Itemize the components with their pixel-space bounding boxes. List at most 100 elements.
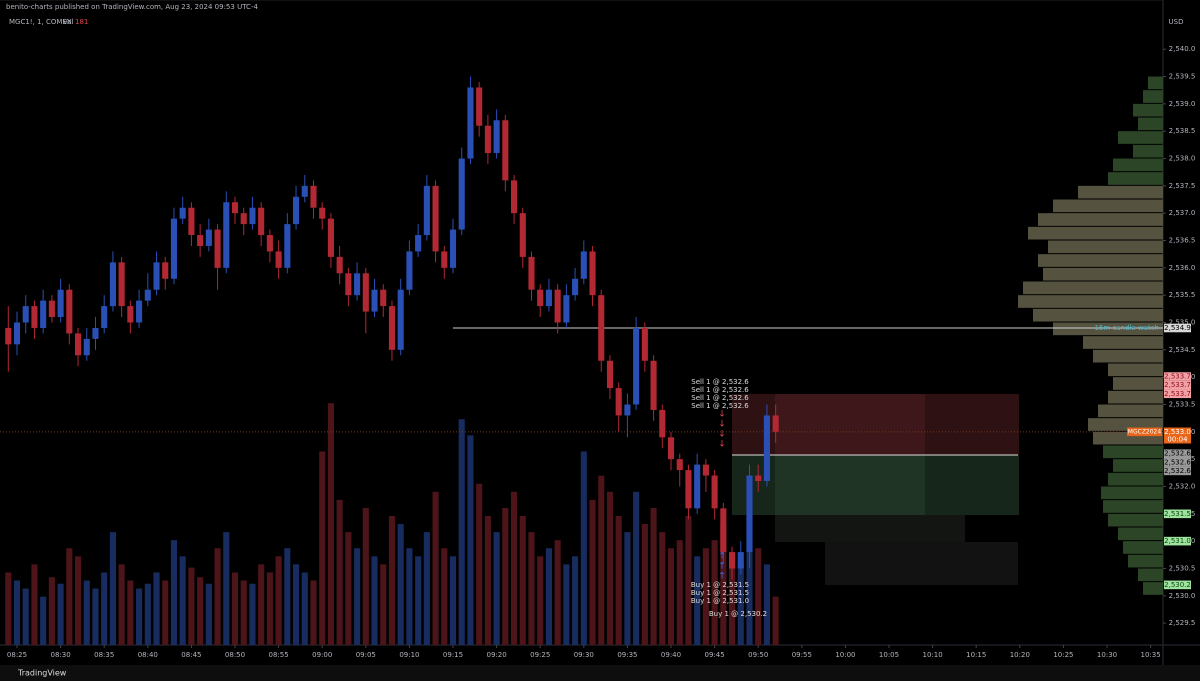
y-tick-label: 2,534.5 <box>1169 346 1196 354</box>
volume-bar <box>31 564 38 645</box>
y-tick-label: 2,530.5 <box>1169 564 1196 572</box>
volume-bar <box>633 491 640 645</box>
publisher: benito-charts published on TradingView.c… <box>6 3 258 11</box>
candle-body <box>406 251 413 290</box>
volume-bar <box>101 572 108 645</box>
volume-bar <box>118 564 125 645</box>
profile-bar <box>1101 486 1163 500</box>
watch-tag: 2,534.9 <box>1164 324 1191 332</box>
profile-bar <box>1108 172 1163 185</box>
x-tick-label: 08:30 <box>51 651 71 659</box>
candle-body <box>432 185 439 252</box>
volume-bar <box>5 572 12 645</box>
target-tag-box <box>1164 536 1191 546</box>
candle-body <box>292 196 300 225</box>
volume-bar <box>144 583 151 645</box>
y-tick-label: 2,535.0 <box>1169 319 1196 327</box>
y-tick-label: 2,532.0 <box>1169 482 1196 490</box>
profile-bar <box>1113 158 1163 172</box>
candle-body <box>676 459 683 471</box>
candle-body <box>737 552 744 569</box>
x-tick-label: 08:35 <box>94 651 114 659</box>
y-tick-label: 2,533.5 <box>1169 400 1196 408</box>
candle-body <box>633 327 640 405</box>
candle-body <box>371 289 378 312</box>
volume-bar <box>423 532 430 645</box>
sell-tag-box <box>1164 389 1191 399</box>
buy-arrow: ↑ <box>718 552 726 562</box>
profile-bar <box>1108 472 1163 486</box>
y-tick-label: 2,536.5 <box>1169 237 1196 245</box>
profile-bar <box>1048 240 1163 254</box>
volume-bar <box>659 532 666 645</box>
x-tick-label: 09:15 <box>443 651 463 659</box>
vol-value: 181 <box>75 18 88 26</box>
volume-bar <box>641 524 648 645</box>
candle-body <box>545 289 552 307</box>
volume-bar <box>319 451 326 645</box>
x-tick-label: 09:25 <box>530 651 550 659</box>
volume-bar <box>650 507 657 645</box>
y-tick-label: 2,540.0 <box>1169 45 1196 53</box>
volume-bar <box>537 556 544 645</box>
target-tag-box <box>1164 509 1191 519</box>
y-tick-label: 2,530.0 <box>1169 592 1196 600</box>
candle-body <box>92 327 99 339</box>
volume-bar <box>127 580 134 645</box>
candle-body <box>249 207 256 225</box>
volume-bar <box>354 548 361 645</box>
sell-tag-box <box>1164 380 1191 390</box>
candle-body <box>109 262 116 307</box>
volume-bar <box>415 556 422 645</box>
volume-bar <box>755 548 762 645</box>
volume-bar <box>136 588 143 645</box>
y-tick-label: 2,529.5 <box>1169 619 1196 627</box>
symbol-tag: MGCZ2024 <box>1128 428 1162 435</box>
volume-bar <box>231 572 239 645</box>
candle-body <box>13 322 21 345</box>
x-tick-label: 10:25 <box>1053 651 1073 659</box>
entry-tag: 2,532.6 <box>1164 450 1191 458</box>
candle-body <box>162 262 169 279</box>
candle-body <box>537 289 544 307</box>
candle-body <box>118 262 125 307</box>
symbol-box <box>1127 427 1162 437</box>
x-tick-label: 09:30 <box>574 651 594 659</box>
candle-body <box>589 251 596 296</box>
sell-arrow: ↓ <box>718 430 726 440</box>
volume-bar <box>197 577 204 645</box>
candle-body <box>746 475 753 553</box>
candle-body <box>624 404 631 416</box>
x-tick-label: 09:20 <box>487 651 507 659</box>
candle-body <box>284 224 291 268</box>
profile-bar <box>1038 254 1163 267</box>
y-tick-label: 2,539.5 <box>1169 73 1196 81</box>
currency: USD <box>1169 18 1184 26</box>
candle-body <box>310 185 317 208</box>
volume-bar <box>22 588 29 645</box>
entry-tag-box <box>1164 466 1191 476</box>
profile-bar <box>1028 226 1163 240</box>
volume-bar <box>519 516 526 645</box>
candle-body <box>528 256 535 290</box>
candle-body <box>458 158 465 230</box>
reward-box <box>825 542 1018 585</box>
entry-tag-box <box>1164 457 1191 467</box>
volume-bar <box>737 564 744 645</box>
candle-body <box>441 251 448 268</box>
profile-bar <box>1113 377 1163 390</box>
candle-body <box>127 306 134 323</box>
candle-body <box>48 300 55 318</box>
brand: TradingView <box>17 669 67 678</box>
sell-fill: Sell 1 @ 2,532.6 <box>691 402 749 410</box>
candle-body <box>502 120 509 181</box>
y-tick-label: 2,536.0 <box>1169 264 1196 272</box>
volume-bar <box>685 516 692 645</box>
y-tick-label: 2,537.0 <box>1169 209 1196 217</box>
target-tag: 2,530.2 <box>1164 581 1191 589</box>
volume-bar <box>275 556 282 645</box>
profile-bar <box>1118 527 1163 541</box>
buy-arrow: ↑ <box>718 572 726 582</box>
buy-fill: Buy 1 @ 2,531.5 <box>691 581 749 589</box>
